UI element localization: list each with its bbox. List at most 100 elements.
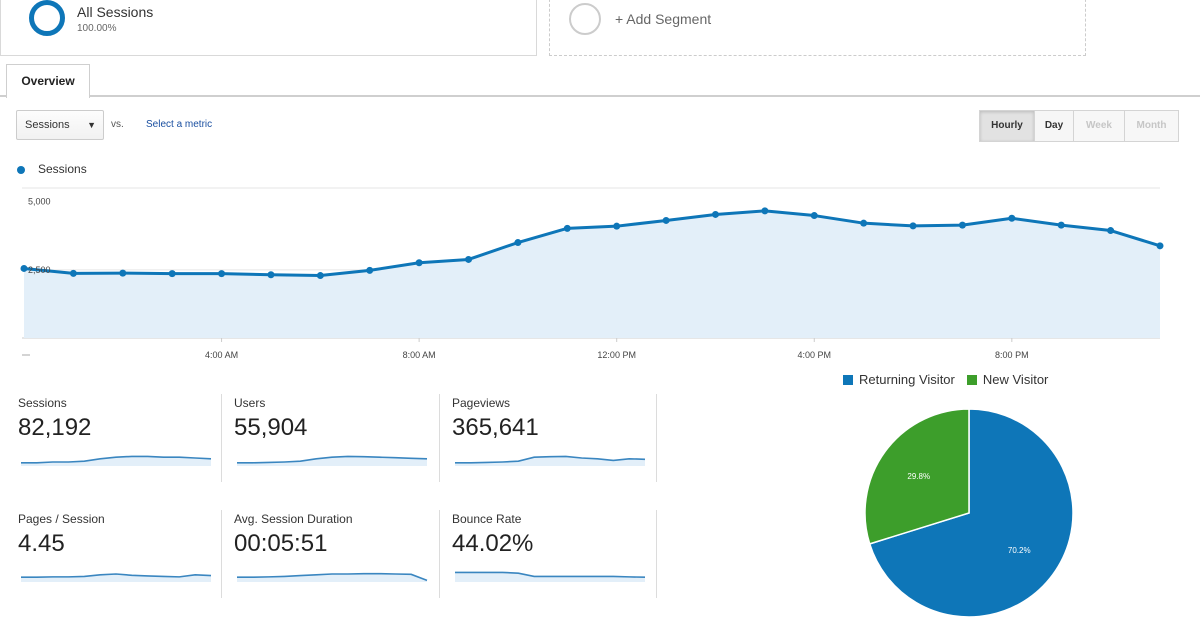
segment-percent: 100.00% [77,23,117,34]
sparkline-area [237,573,427,582]
metric-select[interactable]: Sessions ▼ [16,110,104,140]
scorecard-label: Pageviews [452,396,511,410]
scorecard-label: Users [234,396,266,410]
sparkline [455,571,646,582]
pie-slice-label: 70.2% [1008,546,1031,555]
scorecard-label: Avg. Session Duration [234,512,353,526]
new-visitor-swatch-icon [966,374,977,385]
sparkline-area [21,574,211,582]
card-divider [656,394,657,482]
x-tick-label: 8:00 AM [403,350,436,360]
add-segment-card[interactable]: + Add Segment [549,0,1086,56]
month-button[interactable]: Month [1124,110,1179,142]
pie-slice-label: 29.8% [907,472,930,481]
sessions-area [24,210,1160,338]
sessions-data-point [415,259,423,267]
tab-strip-divider [0,95,1200,97]
sparkline-line [237,572,428,582]
returning-visitor-swatch-icon [843,374,853,385]
sparkline-line [237,455,428,464]
sessions-legend-dot-icon [17,166,25,174]
card-divider [221,510,222,598]
x-tick-label: 12:00 PM [597,350,636,360]
sessions-data-point [810,212,818,220]
segment-ring-icon [29,0,65,36]
sessions-data-point [267,271,275,279]
sparkline-area [237,456,427,466]
sessions-data-point [613,222,621,230]
pie-slice-returning-visitor [868,408,1074,618]
sessions-data-point [761,207,769,215]
scorecard-users[interactable]: Users 55,904 [234,396,434,504]
scorecard-value: 44.02% [452,530,534,557]
sparkline [21,455,212,466]
sparkline [21,573,212,582]
sessions-data-point [514,239,522,247]
sessions-data-point [860,219,868,227]
scorecard-label: Pages / Session [18,512,105,526]
y-tick-label: 5,000 [28,197,51,207]
sessions-data-point [119,269,127,277]
x-tick-label: 4:00 AM [205,350,238,360]
sessions-data-point [316,272,324,280]
sessions-data-point [1057,221,1065,229]
visitor-pie-chart[interactable]: 70.2% 29.8% [858,402,1080,624]
y-tick-label: 2,500 [28,265,51,275]
sessions-data-point [1156,242,1164,250]
select-metric-link[interactable]: Select a metric [146,119,213,130]
sparkline-line [21,455,212,464]
sessions-data-point [711,210,719,218]
scorecard-bounce-rate[interactable]: Bounce Rate 44.02% [452,512,652,620]
scorecard-value: 82,192 [18,414,92,441]
pie-legend-new: New Visitor [982,372,1049,387]
sparkline-line [455,571,646,578]
sessions-data-point [69,269,77,277]
sparkline-area [455,572,645,582]
card-divider [439,510,440,598]
sessions-data-point [465,255,473,263]
sparkline-area [21,456,211,466]
sparkline [455,455,646,466]
sessions-data-point [1008,214,1016,222]
sessions-data-point [958,221,966,229]
vs-label: vs. [111,119,124,130]
scorecard-label: Bounce Rate [452,512,522,526]
hourly-button[interactable]: Hourly [979,110,1035,142]
scorecard-pages-per-session[interactable]: Pages / Session 4.45 [18,512,218,620]
x-tick-label: 4:00 PM [797,350,831,360]
sessions-data-point [1107,227,1115,235]
add-segment-label[interactable]: + Add Segment [615,11,712,27]
day-button[interactable]: Day [1034,110,1074,142]
week-button[interactable]: Week [1073,110,1125,142]
sessions-data-point [218,270,226,278]
sessions-data-point [366,266,374,274]
sessions-line-chart[interactable]: 5,000 2,500 4:00 AM 8:00 AM 12:00 PM 4:00 PM 8… [0,180,1200,370]
scorecard-sessions[interactable]: Sessions 82,192 [18,396,218,504]
sessions-data-point [168,270,176,278]
scorecard-value: 365,641 [452,414,539,441]
dropdown-caret-icon: ▼ [87,120,96,130]
sessions-data-point [662,216,670,224]
x-tick-label: 8:00 PM [995,350,1029,360]
scorecard-label: Sessions [18,396,67,410]
sessions-data-point [909,222,917,230]
add-segment-circle-icon [569,3,601,35]
sessions-data-point [20,264,28,272]
sparkline [237,572,428,582]
card-divider [656,510,657,598]
scorecard-value: 4.45 [18,530,65,557]
sparkline-area [455,456,645,466]
scorecard-avg-session-duration[interactable]: Avg. Session Duration 00:05:51 [234,512,434,620]
sparkline-line [455,455,646,464]
card-divider [439,394,440,482]
segment-card-all-sessions[interactable]: All Sessions 100.00% [0,0,537,56]
sessions-series-line [23,209,1161,278]
pie-slice-new-visitor [864,408,970,545]
pie-legend-returning: Returning Visitor [859,372,955,387]
scorecard-value: 00:05:51 [234,530,328,557]
card-divider [221,394,222,482]
sessions-data-point [563,224,571,232]
pie-legend: Returning Visitor New Visitor [843,372,1048,387]
tab-overview[interactable]: Overview [6,64,90,98]
scorecard-pageviews[interactable]: Pageviews 365,641 [452,396,652,504]
